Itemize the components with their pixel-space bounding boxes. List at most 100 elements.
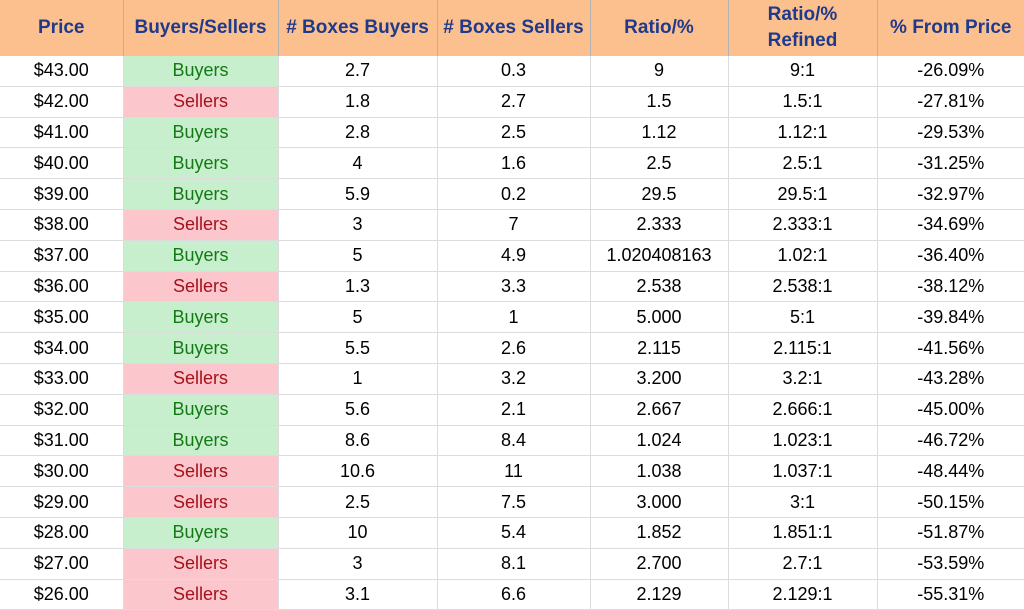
cell-boxes-buyers[interactable]: 5 [278, 240, 438, 272]
cell-boxes-sellers[interactable]: 2.5 [437, 117, 591, 149]
cell-from-price[interactable]: -46.72% [877, 425, 1024, 457]
cell-from-price[interactable]: -31.25% [877, 147, 1024, 180]
cell-boxes-buyers[interactable]: 5.6 [278, 394, 438, 426]
cell-ratio-refined[interactable]: 29.5:1 [728, 178, 878, 210]
cell-price[interactable]: $40.00 [0, 147, 124, 180]
cell-boxes-buyers[interactable]: 5.9 [278, 178, 438, 210]
cell-ratio-refined[interactable]: 1.02:1 [728, 240, 878, 272]
cell-boxes-sellers[interactable]: 7.5 [437, 486, 591, 518]
cell-ratio-refined[interactable]: 2.129:1 [728, 579, 878, 610]
header-from-price[interactable]: % From Price [877, 0, 1024, 56]
cell-buyers-sellers[interactable]: Buyers [123, 240, 279, 272]
cell-ratio-refined[interactable]: 9:1 [728, 56, 878, 87]
header-ratio[interactable]: Ratio/% [590, 0, 729, 56]
cell-buyers-sellers[interactable]: Buyers [123, 117, 279, 149]
cell-ratio-refined[interactable]: 2.333:1 [728, 209, 878, 241]
cell-boxes-buyers[interactable]: 3 [278, 209, 438, 241]
cell-buyers-sellers[interactable]: Buyers [123, 332, 279, 364]
cell-price[interactable]: $42.00 [0, 86, 124, 118]
cell-boxes-sellers[interactable]: 0.2 [437, 178, 591, 210]
cell-boxes-sellers[interactable]: 2.1 [437, 394, 591, 426]
cell-ratio[interactable]: 29.5 [590, 178, 729, 210]
cell-ratio[interactable]: 3.000 [590, 486, 729, 518]
cell-from-price[interactable]: -43.28% [877, 363, 1024, 395]
cell-from-price[interactable]: -36.40% [877, 240, 1024, 272]
cell-boxes-buyers[interactable]: 2.5 [278, 486, 438, 518]
cell-boxes-buyers[interactable]: 2.7 [278, 56, 438, 87]
cell-from-price[interactable]: -50.15% [877, 486, 1024, 518]
cell-ratio[interactable]: 2.333 [590, 209, 729, 241]
cell-price[interactable]: $36.00 [0, 271, 124, 303]
cell-from-price[interactable]: -55.31% [877, 579, 1024, 610]
cell-buyers-sellers[interactable]: Buyers [123, 56, 279, 87]
cell-price[interactable]: $37.00 [0, 240, 124, 272]
cell-from-price[interactable]: -27.81% [877, 86, 1024, 118]
cell-buyers-sellers[interactable]: Buyers [123, 301, 279, 334]
cell-buyers-sellers[interactable]: Sellers [123, 363, 279, 395]
cell-boxes-buyers[interactable]: 5 [278, 301, 438, 334]
cell-from-price[interactable]: -48.44% [877, 455, 1024, 488]
cell-boxes-buyers[interactable]: 1.8 [278, 86, 438, 118]
cell-ratio[interactable]: 1.038 [590, 455, 729, 488]
cell-ratio[interactable]: 1.020408163 [590, 240, 729, 272]
cell-ratio[interactable]: 2.5 [590, 147, 729, 180]
cell-price[interactable]: $32.00 [0, 394, 124, 426]
cell-boxes-sellers[interactable]: 4.9 [437, 240, 591, 272]
cell-ratio-refined[interactable]: 1.037:1 [728, 455, 878, 488]
header-price[interactable]: Price [0, 0, 124, 56]
cell-boxes-buyers[interactable]: 3.1 [278, 579, 438, 610]
cell-from-price[interactable]: -39.84% [877, 301, 1024, 334]
cell-boxes-sellers[interactable]: 3.2 [437, 363, 591, 395]
cell-ratio[interactable]: 1.024 [590, 425, 729, 457]
cell-buyers-sellers[interactable]: Sellers [123, 209, 279, 241]
cell-buyers-sellers[interactable]: Sellers [123, 579, 279, 610]
cell-price[interactable]: $28.00 [0, 517, 124, 549]
cell-ratio[interactable]: 1.852 [590, 517, 729, 549]
cell-ratio-refined[interactable]: 5:1 [728, 301, 878, 334]
cell-ratio[interactable]: 9 [590, 56, 729, 87]
cell-boxes-buyers[interactable]: 2.8 [278, 117, 438, 149]
cell-ratio-refined[interactable]: 2.538:1 [728, 271, 878, 303]
cell-from-price[interactable]: -32.97% [877, 178, 1024, 210]
cell-boxes-sellers[interactable]: 6.6 [437, 579, 591, 610]
cell-ratio-refined[interactable]: 3.2:1 [728, 363, 878, 395]
cell-price[interactable]: $39.00 [0, 178, 124, 210]
cell-ratio-refined[interactable]: 1.023:1 [728, 425, 878, 457]
cell-from-price[interactable]: -45.00% [877, 394, 1024, 426]
cell-ratio[interactable]: 1.12 [590, 117, 729, 149]
cell-boxes-buyers[interactable]: 10 [278, 517, 438, 549]
cell-ratio[interactable]: 2.538 [590, 271, 729, 303]
cell-price[interactable]: $26.00 [0, 579, 124, 610]
cell-boxes-sellers[interactable]: 5.4 [437, 517, 591, 549]
cell-price[interactable]: $38.00 [0, 209, 124, 241]
cell-buyers-sellers[interactable]: Sellers [123, 86, 279, 118]
cell-buyers-sellers[interactable]: Sellers [123, 548, 279, 580]
cell-boxes-sellers[interactable]: 7 [437, 209, 591, 241]
cell-price[interactable]: $34.00 [0, 332, 124, 364]
cell-boxes-sellers[interactable]: 2.7 [437, 86, 591, 118]
cell-ratio[interactable]: 2.115 [590, 332, 729, 364]
cell-price[interactable]: $29.00 [0, 486, 124, 518]
cell-price[interactable]: $41.00 [0, 117, 124, 149]
cell-ratio-refined[interactable]: 1.12:1 [728, 117, 878, 149]
cell-from-price[interactable]: -26.09% [877, 56, 1024, 87]
cell-price[interactable]: $33.00 [0, 363, 124, 395]
cell-boxes-sellers[interactable]: 3.3 [437, 271, 591, 303]
cell-boxes-buyers[interactable]: 4 [278, 147, 438, 180]
cell-boxes-buyers[interactable]: 8.6 [278, 425, 438, 457]
cell-buyers-sellers[interactable]: Sellers [123, 271, 279, 303]
cell-price[interactable]: $35.00 [0, 301, 124, 334]
cell-boxes-buyers[interactable]: 5.5 [278, 332, 438, 364]
header-boxes-sellers[interactable]: # Boxes Sellers [437, 0, 591, 56]
cell-boxes-sellers[interactable]: 11 [437, 455, 591, 488]
header-boxes-buyers[interactable]: # Boxes Buyers [278, 0, 438, 56]
cell-price[interactable]: $30.00 [0, 455, 124, 488]
cell-buyers-sellers[interactable]: Buyers [123, 178, 279, 210]
cell-boxes-sellers[interactable]: 8.4 [437, 425, 591, 457]
cell-boxes-sellers[interactable]: 2.6 [437, 332, 591, 364]
cell-ratio[interactable]: 2.700 [590, 548, 729, 580]
cell-ratio[interactable]: 2.667 [590, 394, 729, 426]
cell-buyers-sellers[interactable]: Sellers [123, 455, 279, 488]
cell-from-price[interactable]: -53.59% [877, 548, 1024, 580]
cell-from-price[interactable]: -29.53% [877, 117, 1024, 149]
